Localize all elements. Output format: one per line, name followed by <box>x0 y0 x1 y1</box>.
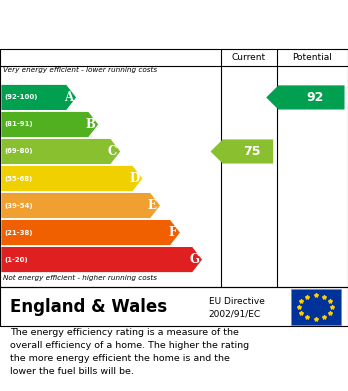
Polygon shape <box>1 220 180 245</box>
Text: 75: 75 <box>243 145 260 158</box>
Text: (69-80): (69-80) <box>4 149 33 154</box>
Text: Current: Current <box>232 53 266 62</box>
Text: (81-91): (81-91) <box>4 122 33 127</box>
Polygon shape <box>1 193 160 218</box>
Polygon shape <box>1 85 76 110</box>
Text: (1-20): (1-20) <box>4 256 28 263</box>
Polygon shape <box>1 166 142 191</box>
Polygon shape <box>1 247 202 272</box>
Text: E: E <box>148 199 157 212</box>
Text: 92: 92 <box>306 91 324 104</box>
Text: D: D <box>129 172 140 185</box>
Text: 2002/91/EC: 2002/91/EC <box>209 309 261 319</box>
Polygon shape <box>1 112 98 137</box>
Polygon shape <box>1 139 120 164</box>
Bar <box>291 289 341 325</box>
Text: Energy Efficiency Rating: Energy Efficiency Rating <box>10 17 232 32</box>
Text: EU Directive: EU Directive <box>209 296 265 306</box>
Text: (92-100): (92-100) <box>4 95 38 100</box>
Text: Very energy efficient - lower running costs: Very energy efficient - lower running co… <box>3 67 158 74</box>
Text: C: C <box>108 145 117 158</box>
Text: (39-54): (39-54) <box>4 203 33 208</box>
Text: (21-38): (21-38) <box>4 230 33 235</box>
Text: (55-68): (55-68) <box>4 176 32 181</box>
Text: G: G <box>189 253 199 266</box>
Text: F: F <box>168 226 176 239</box>
Text: The energy efficiency rating is a measure of the
overall efficiency of a home. T: The energy efficiency rating is a measur… <box>10 328 250 376</box>
Polygon shape <box>211 140 273 163</box>
Polygon shape <box>266 85 345 109</box>
Text: England & Wales: England & Wales <box>10 298 168 316</box>
Text: Potential: Potential <box>292 53 332 62</box>
Text: B: B <box>86 118 95 131</box>
Text: A: A <box>64 91 73 104</box>
Text: Not energy efficient - higher running costs: Not energy efficient - higher running co… <box>3 275 158 282</box>
